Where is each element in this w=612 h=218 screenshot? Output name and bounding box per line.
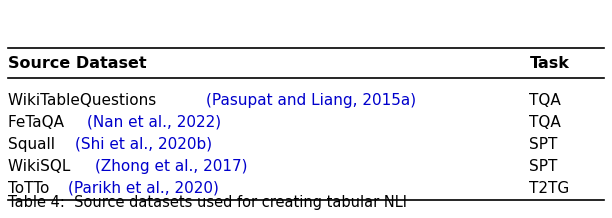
Text: (Zhong et al., 2017): (Zhong et al., 2017) bbox=[95, 158, 247, 174]
Text: WikiSQL: WikiSQL bbox=[8, 158, 75, 174]
Text: ToTTo: ToTTo bbox=[8, 181, 54, 196]
Text: Squall: Squall bbox=[8, 136, 60, 152]
Text: (Parikh et al., 2020): (Parikh et al., 2020) bbox=[68, 181, 218, 196]
Text: T2TG: T2TG bbox=[529, 181, 570, 196]
Text: (Shi et al., 2020b): (Shi et al., 2020b) bbox=[75, 136, 212, 152]
Text: SPT: SPT bbox=[529, 158, 558, 174]
Text: TQA: TQA bbox=[529, 92, 561, 107]
Text: (Nan et al., 2022): (Nan et al., 2022) bbox=[86, 114, 221, 129]
Text: FeTaQA: FeTaQA bbox=[8, 114, 69, 129]
Text: (Pasupat and Liang, 2015a): (Pasupat and Liang, 2015a) bbox=[206, 92, 416, 107]
Text: Task: Task bbox=[529, 56, 569, 70]
Text: SPT: SPT bbox=[529, 136, 558, 152]
Text: Table 4:  Source datasets used for creating tabular NLI: Table 4: Source datasets used for creati… bbox=[8, 195, 407, 210]
Text: WikiTableQuestions: WikiTableQuestions bbox=[8, 92, 161, 107]
Text: TQA: TQA bbox=[529, 114, 561, 129]
Text: Source Dataset: Source Dataset bbox=[8, 56, 147, 70]
